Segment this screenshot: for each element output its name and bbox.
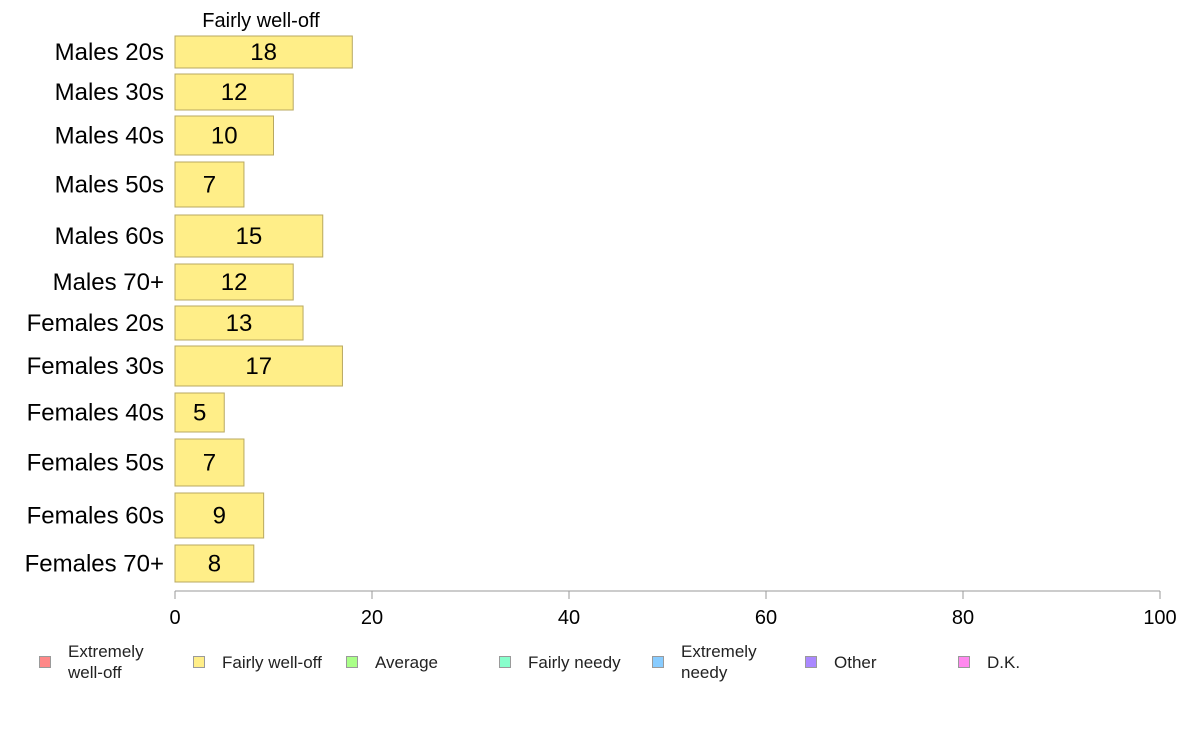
chart: Fairly well-off 18 Males 20s 12 Males 30s 10… (25, 10, 1177, 629)
bar-value-label: 9 (213, 503, 226, 530)
category-label: Males 60s (55, 223, 164, 250)
legend-label: Extremely well-off (68, 642, 144, 682)
legend-label: D.K. (987, 652, 1021, 672)
category-label: Females 60s (27, 503, 164, 530)
x-tick-label: 0 (169, 607, 180, 629)
legend-item: Extremely well-off (39, 640, 144, 684)
category-label: Females 70+ (25, 551, 164, 578)
legend-swatch (193, 656, 205, 668)
bar (174, 115, 274, 156)
bar (174, 305, 304, 341)
legend-item: Extremely needy (652, 640, 757, 684)
category-label: Females 50s (27, 450, 164, 477)
legend-item: Fairly needy (499, 640, 621, 684)
bar-value-label: 7 (203, 450, 216, 477)
bar-value-label: 15 (236, 223, 263, 250)
legend-label: Fairly well-off (222, 652, 322, 672)
legend-swatch (499, 656, 511, 668)
bar-value-label: 12 (221, 79, 248, 106)
x-axis: 0 20 40 60 80 100 (169, 590, 1177, 629)
bar (174, 544, 255, 583)
bar (174, 35, 353, 69)
bar (174, 263, 294, 301)
category-label: Females 20s (27, 310, 164, 337)
bar-value-label: 7 (203, 172, 216, 199)
chart-title: Fairly well-off (202, 10, 320, 32)
bar-value-label: 8 (208, 551, 221, 578)
bar-group: 18 Males 20s 12 Males 30s 10 Males 40s 7 Males … (25, 35, 353, 583)
x-tick-label: 80 (952, 607, 974, 629)
legend-item: Other (805, 640, 877, 684)
legend-item: Average (346, 640, 438, 684)
bar (174, 392, 225, 433)
bar (174, 161, 245, 208)
legend: Extremely well-off Fairly well-off Average… (0, 640, 1188, 690)
category-label: Males 70+ (53, 269, 164, 296)
x-tick-label: 20 (361, 607, 383, 629)
legend-label: Other (834, 652, 877, 672)
legend-label: Extremely needy (681, 642, 757, 682)
x-tick-label: 60 (755, 607, 777, 629)
legend-swatch (805, 656, 817, 668)
category-label: Females 30s (27, 353, 164, 380)
bar (174, 438, 245, 487)
category-label: Males 30s (55, 79, 164, 106)
category-label: Males 50s (55, 172, 164, 199)
bar-value-label: 17 (245, 353, 272, 380)
category-label: Females 40s (27, 400, 164, 427)
category-label: Males 20s (55, 39, 164, 66)
category-label: Males 40s (55, 123, 164, 150)
bar (174, 345, 343, 387)
legend-swatch (346, 656, 358, 668)
legend-swatch (958, 656, 970, 668)
bar-value-label: 12 (221, 269, 248, 296)
legend-label: Fairly needy (528, 652, 621, 672)
bar-value-label: 18 (250, 39, 277, 66)
bar (174, 73, 294, 111)
legend-item: Fairly well-off (193, 640, 322, 684)
legend-item: D.K. (958, 640, 1020, 684)
x-tick-label: 40 (558, 607, 580, 629)
bar-value-label: 5 (193, 400, 206, 427)
x-tick-label: 100 (1143, 607, 1176, 629)
legend-swatch (652, 656, 664, 668)
bar (174, 492, 265, 539)
bar-value-label: 13 (226, 310, 253, 337)
legend-label: Average (375, 652, 439, 672)
bar-value-label: 10 (211, 123, 238, 150)
legend-swatch (39, 656, 51, 668)
bar (174, 214, 324, 258)
